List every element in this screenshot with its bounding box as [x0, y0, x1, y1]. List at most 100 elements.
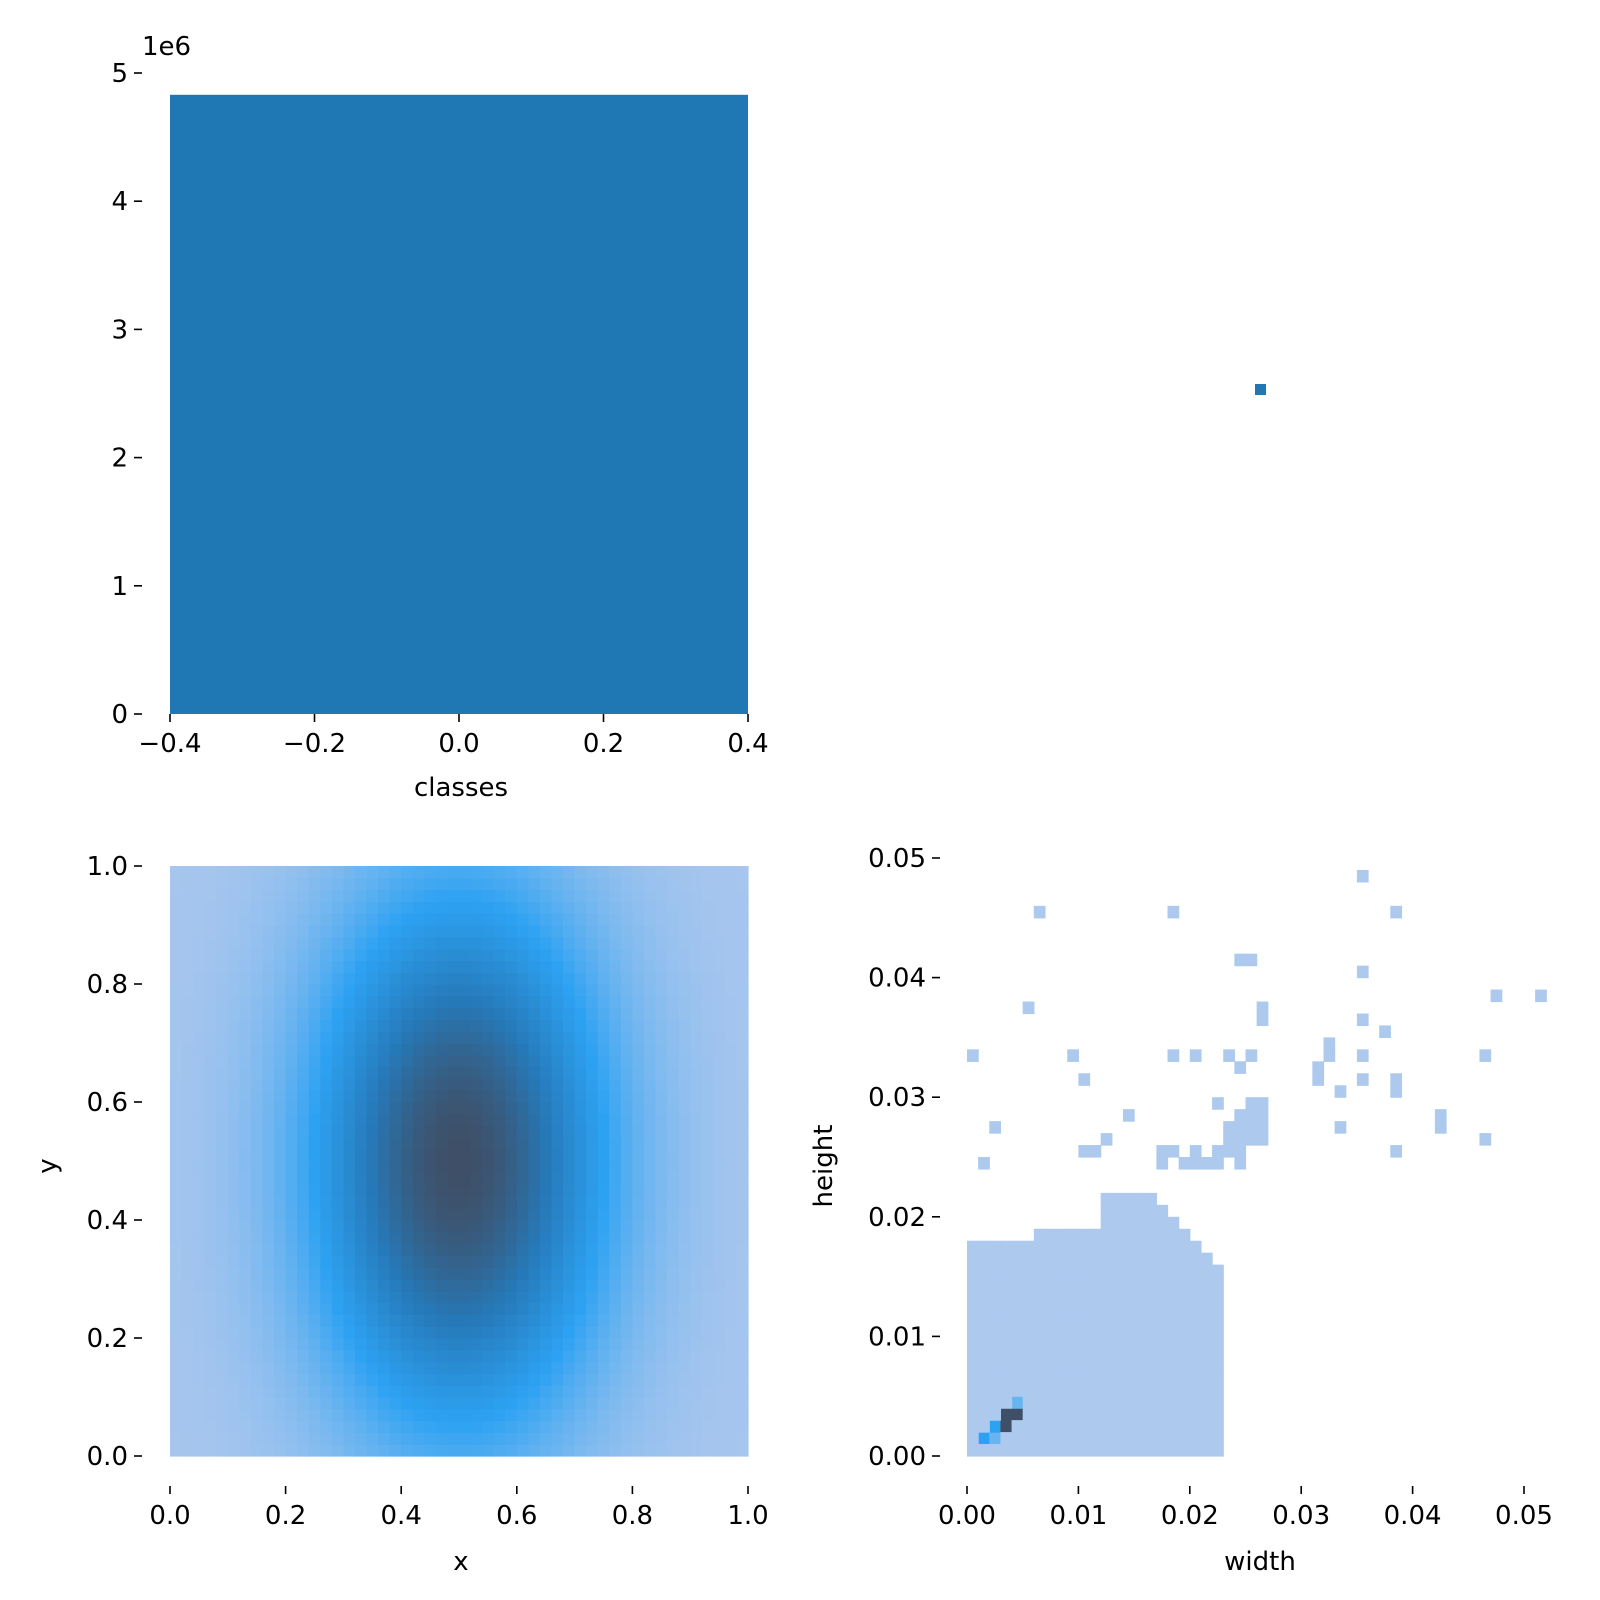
xy-density-cell [678, 1385, 691, 1398]
xy-density-cell [539, 1078, 553, 1091]
xy-density-cell [597, 1267, 610, 1280]
xy-density-cell [447, 1184, 460, 1197]
xy-density-cell [528, 1385, 541, 1398]
xy-density-cell [354, 995, 368, 1009]
xy-density-cell [308, 1444, 321, 1457]
xy-density-cell [308, 1432, 321, 1445]
xy-density-cell [331, 1444, 344, 1457]
width-height-cell [1089, 1444, 1102, 1457]
xy-density-cell [447, 948, 460, 961]
xy-density-cell [193, 1432, 206, 1445]
xy-density-cell [724, 1397, 738, 1410]
xy-density-cell [632, 925, 645, 938]
xy-density-cell [667, 1208, 680, 1221]
xy-density-cell [308, 984, 321, 997]
xy-density-cell [493, 1408, 506, 1422]
xy-density-cell [563, 1302, 576, 1315]
width-height-cell [1156, 1264, 1169, 1278]
xy-density-cell [690, 1043, 703, 1056]
xy-density-cell [274, 1220, 287, 1233]
width-height-cell [1145, 1444, 1157, 1457]
width-height-cell [1089, 1288, 1102, 1302]
xy-density-cell [655, 1432, 668, 1445]
xy-density-cell [320, 1361, 333, 1374]
xy-density-cell [262, 936, 275, 950]
xy-density-cell [285, 1184, 298, 1197]
xy-density-cell [366, 1172, 379, 1186]
width-height-cell [1200, 1396, 1213, 1409]
xy-density-cell [632, 972, 645, 985]
xy-density-cell [331, 1385, 344, 1398]
xy-density-cell [701, 1243, 714, 1256]
width-height-cell [1134, 1420, 1146, 1433]
xy-density-cell [435, 1314, 449, 1327]
xy-density-cell [563, 1420, 576, 1433]
xy-density-cell [620, 1231, 633, 1245]
classes-x-tick-label: 0.4 [727, 729, 768, 759]
xy-density-cell [285, 984, 298, 997]
xy-density-cell [528, 1290, 541, 1304]
width-height-cell [1379, 1025, 1391, 1038]
xy-density-cell [609, 1007, 622, 1020]
xy-density-cell [597, 948, 610, 961]
xy-density-cell [193, 1137, 206, 1150]
xy-density-cell [724, 1243, 738, 1256]
xy-density-cell [204, 948, 217, 961]
xy-density-cell [539, 1113, 553, 1127]
xy-density-cell [678, 1420, 691, 1433]
width-height-cell [1156, 1228, 1169, 1242]
xy-density-cell [574, 1314, 587, 1327]
xy-density-cell [412, 1267, 425, 1280]
xy-x-tick-label: 0.6 [496, 1501, 537, 1531]
xy-density-cell [354, 1420, 368, 1433]
width-height-cell [1100, 1192, 1113, 1206]
xy-density-cell [724, 1432, 738, 1445]
xy-density-cell [447, 1314, 460, 1327]
xy-density-cell [389, 866, 402, 879]
xy-density-cell [227, 1302, 240, 1315]
xy-density-cell [724, 1137, 738, 1150]
xy-density-cell [366, 1043, 379, 1056]
xy-density-cell [724, 1279, 738, 1292]
xy-density-cell [459, 1054, 472, 1068]
xy-density-cell [470, 1102, 483, 1115]
xy-density-cell [574, 1420, 587, 1433]
xy-density-cell [389, 1172, 402, 1186]
xy-density-cell [505, 972, 518, 985]
xy-density-cell [193, 1125, 206, 1138]
xy-density-cell [528, 1408, 541, 1422]
xy-density-cell [493, 936, 506, 950]
xy-density-cell [227, 1397, 240, 1410]
xy-density-cell [493, 1137, 506, 1150]
xy-density-cell [736, 866, 749, 879]
xy-density-cell [297, 1255, 310, 1268]
xy-density-cell [447, 1361, 460, 1374]
xy-density-cell [655, 948, 668, 961]
xy-density-cell [528, 1432, 541, 1445]
xy-density-cell [308, 1231, 321, 1245]
xy-density-cell [239, 889, 252, 902]
xy-density-cell [713, 1255, 726, 1268]
width-height-cell [1100, 1228, 1113, 1242]
xy-density-cell [586, 1220, 599, 1233]
xy-density-cell [227, 1326, 240, 1339]
xy-density-cell [170, 1279, 183, 1292]
width-height-cell [1078, 1288, 1091, 1302]
xy-density-cell [297, 1172, 310, 1186]
xy-density-cell [609, 1408, 622, 1422]
xy-density-cell [539, 1066, 553, 1079]
xy-density-cell [193, 972, 206, 985]
width-height-cell [1100, 1252, 1113, 1266]
xy-density-cell [343, 1361, 356, 1374]
xy-density-cell [170, 1043, 183, 1056]
xy-density-cell [435, 1326, 449, 1339]
xy-density-cell [401, 1243, 414, 1256]
xy-density-cell [620, 948, 633, 961]
xy-density-cell [227, 1385, 240, 1398]
xy-density-cell [667, 1255, 680, 1268]
width-height-cell [1122, 1240, 1135, 1254]
xy-density-cell [193, 1184, 206, 1197]
xy-density-cell [574, 1397, 587, 1410]
xy-density-cell [516, 1420, 529, 1433]
xy-density-cell [274, 1231, 287, 1245]
